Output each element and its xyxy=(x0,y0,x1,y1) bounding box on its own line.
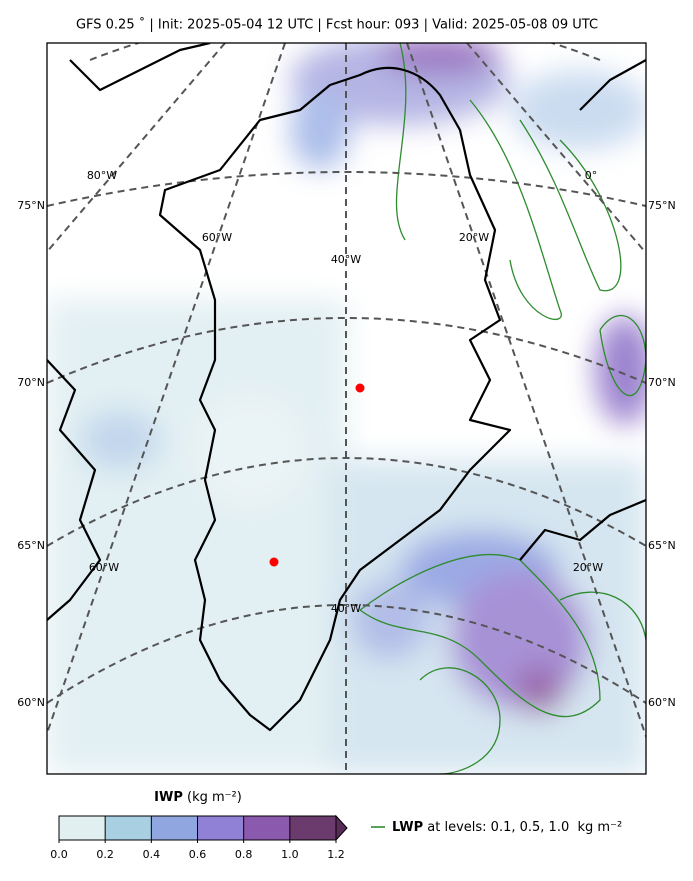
colorbar-unit: (kg m⁻²) xyxy=(187,790,242,805)
legend-levels: at levels: 0.1, 0.5, 1.0 kg m⁻² xyxy=(423,820,622,835)
lon-label: 60°W xyxy=(89,561,119,574)
colorbar-segment xyxy=(243,816,290,840)
iwp-field xyxy=(47,43,646,774)
lat-label: 65°N xyxy=(648,539,676,552)
lon-labels: 80°W 60°W 40°W 20°W 0° 60°W 40°W 20°W xyxy=(87,169,603,615)
graticule xyxy=(47,43,646,774)
lon-label: 80°W xyxy=(87,169,117,182)
colorbar-tick-label: 0.4 xyxy=(143,848,161,861)
lon-label: 40°W xyxy=(331,253,361,266)
lat-label: 70°N xyxy=(648,376,676,389)
colorbar-segment xyxy=(105,816,152,840)
colorbar-tick-label: 0.8 xyxy=(235,848,253,861)
lon-label: 20°W xyxy=(573,561,603,574)
lat-label: 60°N xyxy=(648,696,676,709)
colorbar-tick-label: 1.0 xyxy=(281,848,299,861)
colorbar-segment xyxy=(59,816,106,840)
lat-label: 75°N xyxy=(17,199,45,212)
site-marker xyxy=(269,557,279,567)
colorbar-tick-label: 0.0 xyxy=(50,848,68,861)
lon-label: 40°W xyxy=(331,602,361,615)
legend-text: LWP at levels: 0.1, 0.5, 1.0 kg m⁻² xyxy=(392,820,622,835)
site-marker xyxy=(355,383,365,393)
lat-label: 60°N xyxy=(17,696,45,709)
colorbar-name: IWP xyxy=(154,790,183,805)
colorbar-tick-label: 0.2 xyxy=(96,848,114,861)
lat-labels: 75°N 70°N 65°N 60°N 75°N 70°N 65°N 60°N xyxy=(17,199,675,709)
colorbar-extend xyxy=(335,814,348,842)
map-frame xyxy=(46,42,647,775)
lon-label: 0° xyxy=(585,169,598,182)
coastlines xyxy=(47,43,646,732)
lat-label: 70°N xyxy=(17,376,45,389)
colorbar: 0.0 0.2 0.4 0.6 0.8 1.0 1.2 xyxy=(50,814,348,861)
lon-label: 60°W xyxy=(202,231,232,244)
lat-label: 65°N xyxy=(17,539,45,552)
lat-label: 75°N xyxy=(648,199,676,212)
title: GFS 0.25 ˚ | Init: 2025-05-04 12 UTC | F… xyxy=(76,17,598,33)
colorbar-segment xyxy=(289,816,336,840)
colorbar-segment xyxy=(197,816,244,840)
colorbar-tick-label: 1.2 xyxy=(327,848,345,861)
lon-label: 20°W xyxy=(459,231,489,244)
colorbar-segment xyxy=(151,816,198,840)
colorbar-title: IWP (kg m⁻²) xyxy=(154,790,242,805)
colorbar-tick-label: 0.6 xyxy=(189,848,207,861)
map xyxy=(47,43,646,774)
legend-name: LWP xyxy=(392,820,423,835)
